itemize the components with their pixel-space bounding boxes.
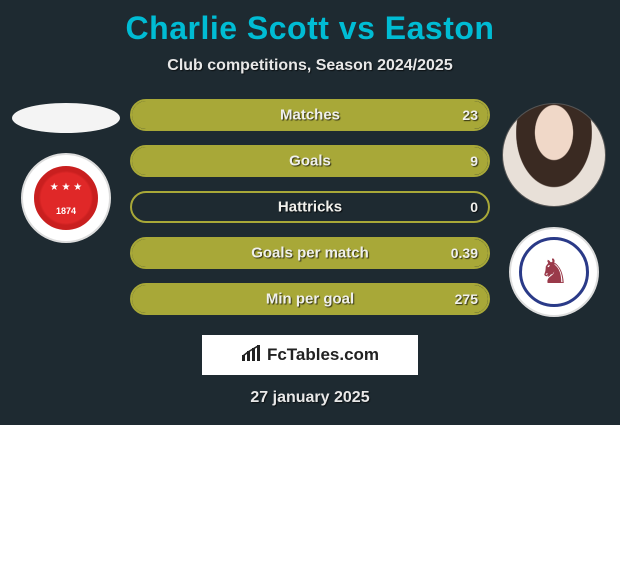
stats-bars: Matches 23 Goals 9 Hattricks 0 Goals per match… [126,99,494,315]
stat-value-right: 0 [470,199,478,215]
stat-label: Goals [289,153,331,170]
stat-label: Min per goal [266,291,354,308]
stat-label: Matches [280,107,340,124]
stat-value-right: 9 [470,153,478,169]
right-player-photo [502,103,606,207]
footer-date: 27 january 2025 [0,389,620,407]
comparison-card: Charlie Scott vs Easton Club competition… [0,0,620,425]
right-club-badge: ♞ [509,227,599,317]
left-player-column [6,95,126,243]
right-player-column: ♞ [494,95,614,317]
stat-value-right: 23 [462,107,478,123]
stat-label: Hattricks [278,199,342,216]
stat-bar: Hattricks 0 [130,191,490,223]
branding-banner[interactable]: FcTables.com [202,335,418,375]
shield-icon [31,163,101,233]
left-club-badge [21,153,111,243]
stat-bar: Matches 23 [130,99,490,131]
stat-value-right: 275 [455,291,478,307]
stat-bar: Min per goal 275 [130,283,490,315]
stat-bar: Goals per match 0.39 [130,237,490,269]
stat-bar: Goals 9 [130,145,490,177]
page-title: Charlie Scott vs Easton [0,10,620,47]
chart-icon [241,344,263,367]
stat-label: Goals per match [251,245,369,262]
left-player-photo-placeholder [12,103,120,133]
page-subtitle: Club competitions, Season 2024/2025 [0,57,620,75]
lion-icon: ♞ [519,237,589,307]
branding-text: FcTables.com [267,345,379,365]
main-row: Matches 23 Goals 9 Hattricks 0 Goals per match… [0,95,620,317]
stat-value-right: 0.39 [451,245,478,261]
